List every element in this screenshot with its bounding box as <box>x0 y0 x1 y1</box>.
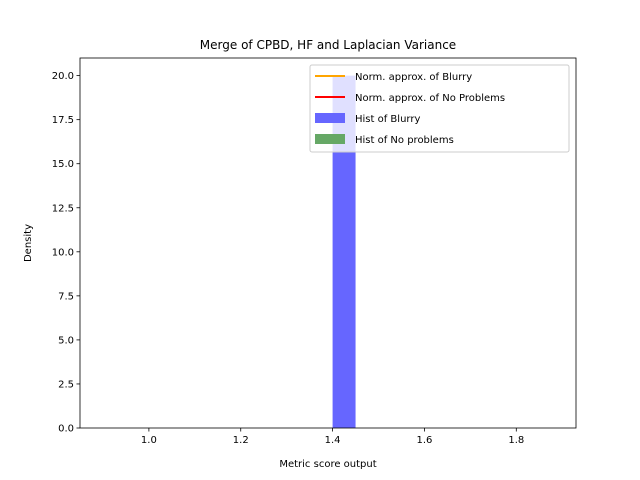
y-tick-label: 12.5 <box>52 203 74 214</box>
histogram-bar <box>332 75 356 428</box>
x-tick-label: 1.4 <box>325 435 341 446</box>
x-tick-label: 1.2 <box>233 435 249 446</box>
legend-label: Norm. approx. of Blurry <box>355 72 472 83</box>
legend-label: Hist of Blurry <box>355 114 420 125</box>
y-axis-ticks: 0.0 2.5 5.0 7.5 10.0 12.5 15.0 17.5 20.0 <box>52 71 80 435</box>
legend-label: Hist of No problems <box>355 135 454 146</box>
y-tick-label: 10.0 <box>52 247 74 258</box>
x-axis-ticks: 1.0 1.2 1.4 1.6 1.8 <box>141 428 524 446</box>
histogram-bars <box>332 75 356 428</box>
y-tick-label: 0.0 <box>58 424 74 435</box>
plot-frame <box>79 57 577 429</box>
x-tick-label: 1.6 <box>416 435 432 446</box>
y-tick-label: 17.5 <box>52 115 74 126</box>
x-tick-label: 1.8 <box>508 435 524 446</box>
legend-box <box>309 64 570 153</box>
x-axis-label: Metric score output <box>279 459 376 470</box>
legend-patch-swatch <box>315 113 345 123</box>
y-tick-label: 2.5 <box>58 379 74 390</box>
y-tick-label: 5.0 <box>58 335 74 346</box>
y-tick-label: 15.0 <box>52 159 74 170</box>
x-tick-label: 1.0 <box>141 435 157 446</box>
legend-label: Norm. approx. of No Problems <box>355 93 505 104</box>
legend-patch-swatch <box>315 134 345 144</box>
chart-title: Merge of CPBD, HF and Laplacian Variance <box>200 38 456 52</box>
y-tick-label: 7.5 <box>58 291 74 302</box>
y-axis-label: Density <box>23 224 34 262</box>
y-tick-label: 20.0 <box>52 71 74 82</box>
legend: Norm. approx. of Blurry Norm. approx. of … <box>309 64 570 153</box>
